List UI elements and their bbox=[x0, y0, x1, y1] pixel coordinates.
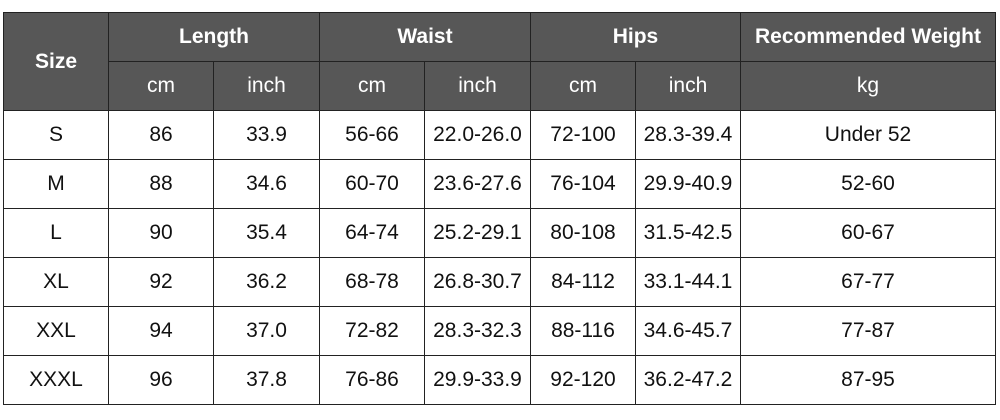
table-cell: 33.1-44.1 bbox=[635, 257, 741, 307]
header-waist: Waist bbox=[319, 12, 531, 62]
table-cell: 88 bbox=[108, 159, 214, 209]
unit-header: cm bbox=[530, 61, 636, 111]
header-row-units: cm inch cm inch cm inch kg bbox=[4, 61, 996, 111]
table-cell: 80-108 bbox=[530, 208, 636, 258]
table-cell: 36.2 bbox=[213, 257, 320, 307]
unit-header: inch bbox=[424, 61, 531, 111]
table-cell: Under 52 bbox=[740, 110, 996, 160]
table-cell: 90 bbox=[108, 208, 214, 258]
size-chart-table: Size Length Waist Hips Recommended Weigh… bbox=[3, 12, 996, 405]
size-cell: XXL bbox=[3, 306, 109, 356]
table-cell: 37.0 bbox=[213, 306, 320, 356]
size-cell: S bbox=[3, 110, 109, 160]
header-size: Size bbox=[3, 12, 109, 111]
table-cell: 60-70 bbox=[319, 159, 425, 209]
table-cell: 68-78 bbox=[319, 257, 425, 307]
table-row: M 88 34.6 60-70 23.6-27.6 76-104 29.9-40.9 52-6… bbox=[3, 159, 996, 209]
table-cell: 36.2-47.2 bbox=[635, 355, 741, 405]
table-cell: 33.9 bbox=[213, 110, 320, 160]
unit-header: inch bbox=[635, 61, 741, 111]
unit-header: cm bbox=[319, 61, 425, 111]
header-recommended-weight: Recommended Weight bbox=[740, 12, 996, 62]
header-length: Length bbox=[108, 12, 320, 62]
table-cell: 76-104 bbox=[530, 159, 636, 209]
table-cell: 96 bbox=[108, 355, 214, 405]
size-cell: XXXL bbox=[3, 355, 109, 405]
table-cell: 23.6-27.6 bbox=[424, 159, 531, 209]
table-cell: 84-112 bbox=[530, 257, 636, 307]
table-cell: 35.4 bbox=[213, 208, 320, 258]
size-cell: L bbox=[3, 208, 109, 258]
table-cell: 77-87 bbox=[740, 306, 996, 356]
unit-header: cm bbox=[108, 61, 214, 111]
table-cell: 31.5-42.5 bbox=[635, 208, 741, 258]
table-cell: 26.8-30.7 bbox=[424, 257, 531, 307]
table-cell: 52-60 bbox=[740, 159, 996, 209]
table-cell: 34.6 bbox=[213, 159, 320, 209]
size-cell: XL bbox=[3, 257, 109, 307]
table-row: S 86 33.9 56-66 22.0-26.0 72-100 28.3-39.4 Unde… bbox=[3, 110, 996, 160]
table-cell: 29.9-40.9 bbox=[635, 159, 741, 209]
table-cell: 64-74 bbox=[319, 208, 425, 258]
table-cell: 67-77 bbox=[740, 257, 996, 307]
table-cell: 22.0-26.0 bbox=[424, 110, 531, 160]
table-row: L 90 35.4 64-74 25.2-29.1 80-108 31.5-42.5 60-6… bbox=[3, 208, 996, 258]
table-cell: 72-100 bbox=[530, 110, 636, 160]
unit-header: kg bbox=[740, 61, 996, 111]
table-cell: 92-120 bbox=[530, 355, 636, 405]
table-cell: 87-95 bbox=[740, 355, 996, 405]
table-cell: 34.6-45.7 bbox=[635, 306, 741, 356]
size-cell: M bbox=[3, 159, 109, 209]
table-cell: 56-66 bbox=[319, 110, 425, 160]
table-row: XXL 94 37.0 72-82 28.3-32.3 88-116 34.6-45.7 77… bbox=[3, 306, 996, 356]
table-cell: 25.2-29.1 bbox=[424, 208, 531, 258]
table-cell: 28.3-32.3 bbox=[424, 306, 531, 356]
table-cell: 28.3-39.4 bbox=[635, 110, 741, 160]
table-cell: 37.8 bbox=[213, 355, 320, 405]
table-cell: 29.9-33.9 bbox=[424, 355, 531, 405]
header-hips: Hips bbox=[530, 12, 741, 62]
table-cell: 76-86 bbox=[319, 355, 425, 405]
table-cell: 92 bbox=[108, 257, 214, 307]
table-row: XL 92 36.2 68-78 26.8-30.7 84-112 33.1-44.1 67-… bbox=[3, 257, 996, 307]
table-cell: 86 bbox=[108, 110, 214, 160]
table-cell: 94 bbox=[108, 306, 214, 356]
table-row: XXXL 96 37.8 76-86 29.9-33.9 92-120 36.2-47.2 8… bbox=[3, 355, 996, 405]
table-cell: 72-82 bbox=[319, 306, 425, 356]
table-cell: 88-116 bbox=[530, 306, 636, 356]
unit-header: inch bbox=[213, 61, 320, 111]
header-row-groups: Size Length Waist Hips Recommended Weigh… bbox=[3, 12, 996, 111]
table-cell: 60-67 bbox=[740, 208, 996, 258]
